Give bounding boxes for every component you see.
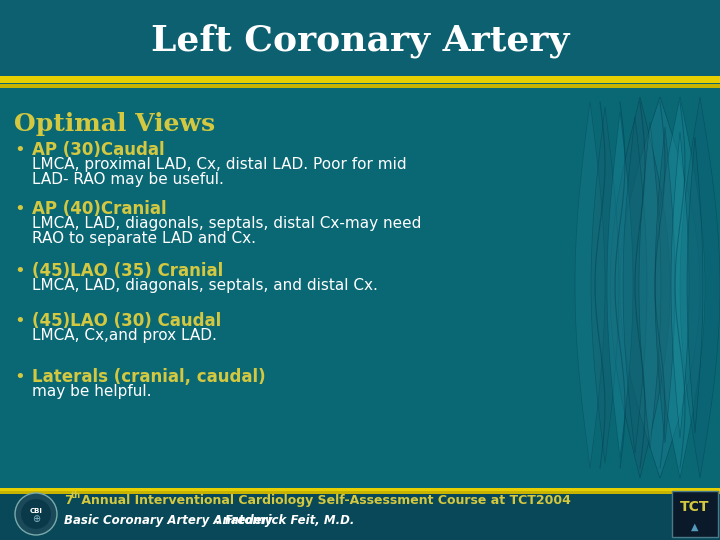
Bar [0, 491, 720, 494]
Bar [0, 488, 720, 540]
Circle shape [21, 499, 51, 529]
PathPatch shape [680, 97, 720, 478]
Text: 7: 7 [64, 494, 73, 507]
Text: CBI: CBI [30, 508, 42, 514]
Text: AP (40)Cranial: AP (40)Cranial [32, 200, 166, 218]
Text: LMCA, Cx,and prox LAD.: LMCA, Cx,and prox LAD. [32, 328, 217, 343]
Text: •: • [14, 200, 24, 218]
Text: LMCA, proximal LAD, Cx, distal LAD. Poor for mid: LMCA, proximal LAD, Cx, distal LAD. Poor… [32, 157, 407, 172]
Text: ▲: ▲ [691, 522, 698, 532]
Text: RAO to separate LAD and Cx.: RAO to separate LAD and Cx. [32, 231, 256, 246]
Text: LMCA, LAD, diagonals, septals, and distal Cx.: LMCA, LAD, diagonals, septals, and dista… [32, 278, 378, 293]
PathPatch shape [620, 97, 700, 478]
Text: Basic Coronary Artery Anatomy: Basic Coronary Artery Anatomy [64, 515, 272, 528]
PathPatch shape [639, 122, 661, 448]
Text: •: • [14, 141, 24, 159]
Text: TCT: TCT [680, 500, 710, 514]
Text: Laterals (cranial, caudal): Laterals (cranial, caudal) [32, 368, 266, 386]
PathPatch shape [655, 97, 705, 478]
PathPatch shape [575, 102, 605, 468]
Bar [0, 84, 720, 88]
Bar [0, 488, 720, 491]
Text: Optimal Views: Optimal Views [14, 112, 215, 136]
PathPatch shape [610, 97, 670, 478]
Text: (45)LAO (35) Cranial: (45)LAO (35) Cranial [32, 262, 223, 280]
Circle shape [15, 493, 57, 535]
Bar [0, 0, 720, 82]
PathPatch shape [687, 137, 703, 433]
Text: th: th [71, 491, 81, 501]
PathPatch shape [623, 117, 647, 453]
Bar [0, 76, 720, 83]
Text: Left Coronary Artery: Left Coronary Artery [150, 24, 570, 58]
PathPatch shape [607, 112, 633, 458]
Text: LMCA, LAD, diagonals, septals, distal Cx-may need: LMCA, LAD, diagonals, septals, distal Cx… [32, 216, 421, 231]
Text: Annual Interventional Cardiology Self-Assessment Course at TCT2004: Annual Interventional Cardiology Self-As… [77, 494, 571, 507]
Text: •: • [14, 262, 24, 280]
Text: •: • [14, 368, 24, 386]
Text: (45)LAO (30) Caudal: (45)LAO (30) Caudal [32, 312, 221, 330]
Text: may be helpful.: may be helpful. [32, 384, 151, 399]
Text: •: • [14, 312, 24, 330]
PathPatch shape [591, 107, 619, 463]
Bar [672, 491, 718, 537]
Text: ⊕: ⊕ [32, 514, 40, 524]
Text: : Frederick Feit, M.D.: : Frederick Feit, M.D. [216, 515, 354, 528]
Text: LAD- RAO may be useful.: LAD- RAO may be useful. [32, 172, 224, 187]
PathPatch shape [671, 132, 689, 438]
PathPatch shape [655, 127, 675, 443]
Text: AP (30)Caudal: AP (30)Caudal [32, 141, 165, 159]
